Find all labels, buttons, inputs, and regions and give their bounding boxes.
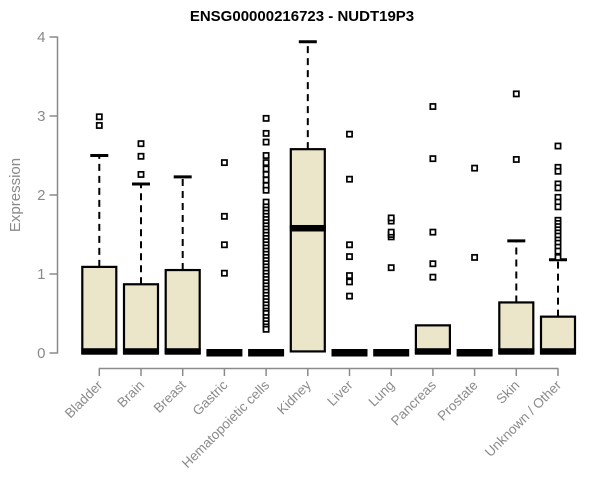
box [289,148,326,353]
outlier-point [429,228,437,236]
y-tick-label: 1 [37,266,45,283]
outlier-point [512,156,520,163]
outlier-point [137,171,145,178]
outlier-point [429,260,437,268]
outlier-point [262,171,270,178]
outlier-point [137,140,145,148]
x-category-label: Liver [324,377,356,409]
outlier-point [387,214,395,222]
outlier-point [137,152,145,160]
outlier-point [95,113,103,121]
collapsed-box [456,349,493,357]
median-line [414,348,451,355]
outlier-point [262,159,270,167]
outlier-point [262,165,270,173]
x-category-label: Breast [151,377,189,415]
y-tick-label: 4 [37,29,45,46]
collapsed-box [331,349,368,357]
outlier-point [220,241,228,249]
box [498,301,535,355]
outlier-point [262,138,270,146]
outlier-point [429,273,437,281]
median-line [498,348,535,355]
outlier-point [346,130,353,138]
outlier-point [262,325,270,333]
x-category-label: Brain [114,378,147,411]
outlier-point [554,247,562,255]
outlier-point [346,292,353,300]
x-category-label: Pancreas [388,377,439,428]
y-axis-label: Expression [7,158,24,232]
y-tick-label: 0 [37,345,45,362]
y-tick-label: 2 [37,187,45,204]
outlier-point [95,122,103,129]
outlier-point [346,278,353,286]
outlier-point [554,184,562,192]
outlier-point [220,269,228,277]
box [81,265,118,355]
outlier-point [554,167,562,175]
outlier-point [346,175,353,183]
chart-title: ENSG00000216723 - NUDT19P3 [190,8,414,25]
outlier-point [512,90,520,98]
outlier-point [262,129,270,137]
outlier-point [220,212,228,220]
median-line [540,348,576,355]
outlier-point [387,264,395,272]
y-tick-label: 3 [37,108,45,125]
x-category-label: Lung [365,378,397,410]
outlier-point [387,228,395,236]
outlier-point [346,241,353,249]
collapsed-box [373,349,410,357]
outlier-point [346,253,353,261]
x-category-label: Kidney [274,377,314,417]
outlier-point [262,114,270,122]
outlier-point [554,203,562,211]
outlier-point [471,253,479,261]
collapsed-box [248,349,285,357]
median-line [123,348,159,355]
box [122,283,160,355]
outlier-point [554,142,562,150]
outlier-point [262,152,270,159]
outlier-point [429,155,437,163]
outlier-point [471,164,479,172]
outlier-point [220,159,228,167]
outlier-point [554,253,562,261]
outlier-point [429,103,437,110]
box [539,315,577,355]
median-line [289,224,326,232]
x-category-label: Skin [493,378,522,407]
median-line [81,348,118,355]
outlier-point [262,176,270,184]
collapsed-box [206,349,243,357]
x-category-label: Unknown / Other [482,377,565,460]
x-category-label: Prostate [435,378,481,424]
box [164,268,201,355]
median-line [164,348,201,355]
outlier-point [262,186,270,194]
x-category-label: Gastric [190,377,231,418]
x-category-label: Bladder [62,377,106,421]
outlier-point [346,272,353,280]
